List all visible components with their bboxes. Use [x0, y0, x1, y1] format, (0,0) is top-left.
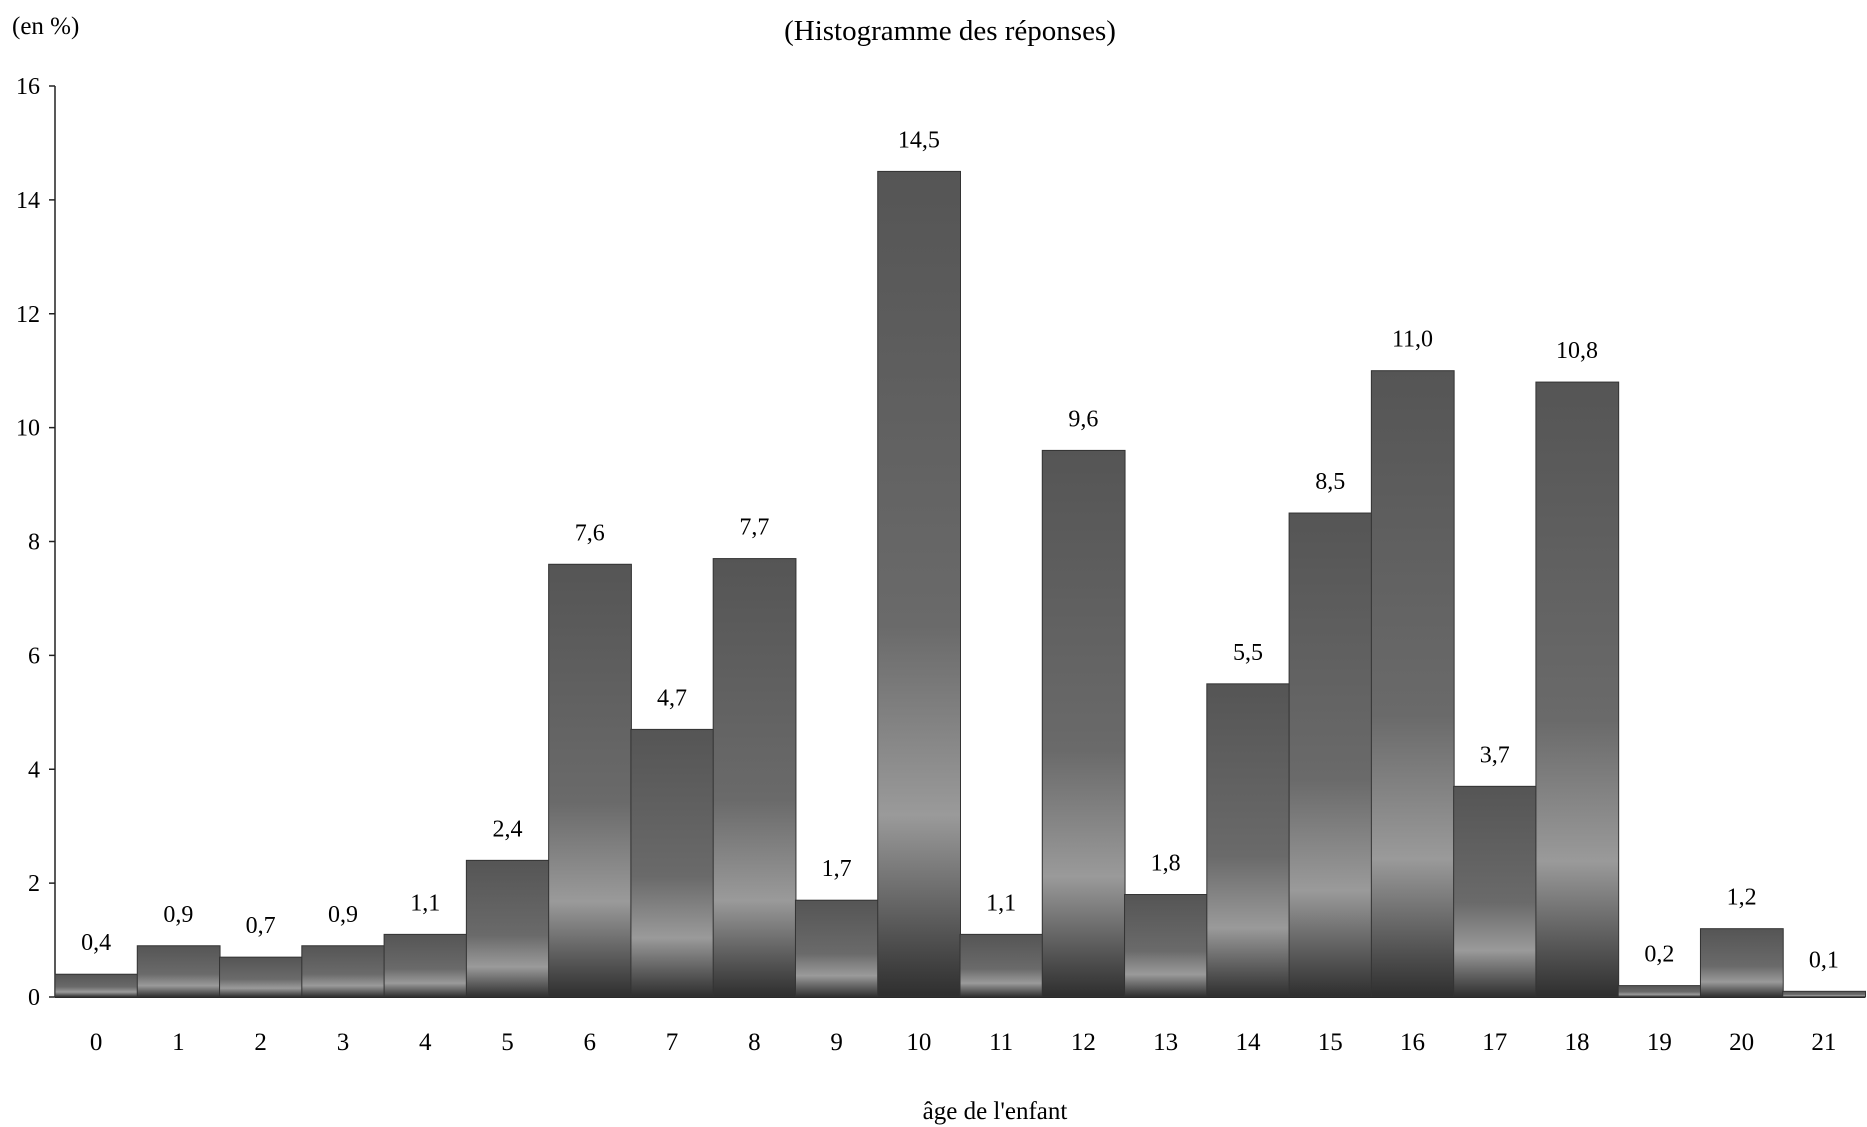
x-axis-label: âge de l'enfant — [923, 1098, 1068, 1125]
x-tick-label-1: 1 — [172, 1029, 185, 1056]
x-tick-label-16: 16 — [1400, 1029, 1425, 1056]
x-tick-labels: 0 1 2 3 4 5 6 7 8 9 10 11 12 13 14 15 16 17 18 19 20 21 — [90, 1029, 1836, 1056]
bar-age-2 — [219, 956, 303, 998]
data-label-age-10: 14,5 — [898, 127, 940, 153]
data-label-age-17: 3,7 — [1480, 742, 1510, 768]
data-label-age-5: 2,4 — [493, 816, 523, 842]
bar-age-12 — [1041, 449, 1126, 998]
bar-age-6 — [548, 563, 632, 998]
y-tick-label: 8 — [28, 530, 40, 556]
y-tick-label: 12 — [16, 302, 40, 328]
x-tick-label-6: 6 — [584, 1029, 597, 1056]
x-tick-label-17: 17 — [1482, 1029, 1507, 1056]
x-tick-label-7: 7 — [666, 1029, 679, 1056]
data-label-age-21: 0,1 — [1809, 947, 1839, 973]
y-tick-label: 10 — [16, 416, 40, 442]
x-tick-label-8: 8 — [748, 1029, 761, 1056]
bar-age-5 — [465, 859, 550, 998]
y-tick-label: 4 — [28, 757, 40, 783]
y-tick-label: 0 — [28, 985, 40, 1011]
x-tick-label-9: 9 — [830, 1029, 843, 1056]
data-label-age-8: 7,7 — [739, 515, 769, 541]
x-tick-label-19: 19 — [1647, 1029, 1672, 1056]
bars — [54, 170, 1867, 998]
data-label-age-15: 8,5 — [1315, 469, 1345, 495]
bar-age-15 — [1288, 512, 1373, 998]
bar-age-21 — [1782, 990, 1867, 998]
data-label-age-11: 1,1 — [986, 890, 1016, 916]
data-label-age-1: 0,9 — [163, 902, 193, 928]
x-tick-label-11: 11 — [989, 1029, 1013, 1056]
bar-age-14 — [1206, 683, 1291, 998]
x-tick-label-0: 0 — [90, 1029, 103, 1056]
bar-age-11 — [959, 933, 1044, 998]
data-label-age-6: 7,6 — [575, 520, 605, 546]
y-tick-label: 6 — [28, 643, 40, 669]
bar-age-4 — [383, 933, 468, 998]
bar-age-17 — [1453, 785, 1537, 998]
x-tick-label-3: 3 — [337, 1029, 350, 1056]
bar-age-13 — [1124, 894, 1208, 998]
x-tick-label-10: 10 — [906, 1029, 931, 1056]
data-label-age-16: 11,0 — [1392, 327, 1433, 353]
y-tick-label: 16 — [16, 74, 40, 100]
data-labels: 0,4 0,9 0,7 0,9 1,1 2,4 7,6 4,7 7,7 1,7 14,5 1,1 9,6… — [81, 127, 1839, 973]
y-unit-label: (en %) — [12, 13, 79, 40]
y-tick-label: 14 — [16, 188, 40, 214]
x-tick-label-18: 18 — [1565, 1029, 1590, 1056]
data-label-age-0: 0,4 — [81, 930, 111, 956]
data-label-age-20: 1,2 — [1727, 885, 1757, 911]
y-tick-label: 2 — [28, 871, 40, 897]
bar-age-1 — [136, 945, 221, 998]
x-tick-label-20: 20 — [1729, 1029, 1754, 1056]
bar-age-8 — [712, 558, 797, 998]
data-label-age-9: 1,7 — [822, 856, 852, 882]
data-label-age-4: 1,1 — [410, 890, 440, 916]
data-label-age-12: 9,6 — [1068, 406, 1098, 432]
x-tick-label-21: 21 — [1811, 1029, 1836, 1056]
bar-age-3 — [301, 945, 386, 998]
bar-age-0 — [54, 973, 139, 998]
bar-age-19 — [1617, 985, 1702, 998]
x-tick-label-14: 14 — [1235, 1029, 1261, 1056]
bar-age-9 — [794, 899, 879, 998]
x-tick-label-13: 13 — [1153, 1029, 1178, 1056]
data-label-age-7: 4,7 — [657, 685, 687, 711]
data-label-age-13: 1,8 — [1151, 851, 1181, 877]
x-tick-label-12: 12 — [1071, 1029, 1096, 1056]
chart-subtitle: (Histogramme des réponses) — [784, 15, 1116, 47]
x-tick-label-2: 2 — [254, 1029, 267, 1056]
data-label-age-2: 0,7 — [246, 913, 276, 939]
x-tick-label-15: 15 — [1318, 1029, 1343, 1056]
data-label-age-3: 0,9 — [328, 902, 358, 928]
x-tick-label-5: 5 — [501, 1029, 514, 1056]
bar-age-20 — [1699, 928, 1784, 998]
bar-age-7 — [630, 728, 715, 998]
bar-age-18 — [1535, 381, 1620, 998]
data-label-age-19: 0,2 — [1644, 942, 1674, 968]
bar-age-16 — [1370, 370, 1455, 998]
data-label-age-14: 5,5 — [1233, 640, 1263, 666]
x-tick-label-4: 4 — [419, 1029, 432, 1056]
bar-age-10 — [877, 170, 962, 998]
data-label-age-18: 10,8 — [1556, 338, 1598, 364]
